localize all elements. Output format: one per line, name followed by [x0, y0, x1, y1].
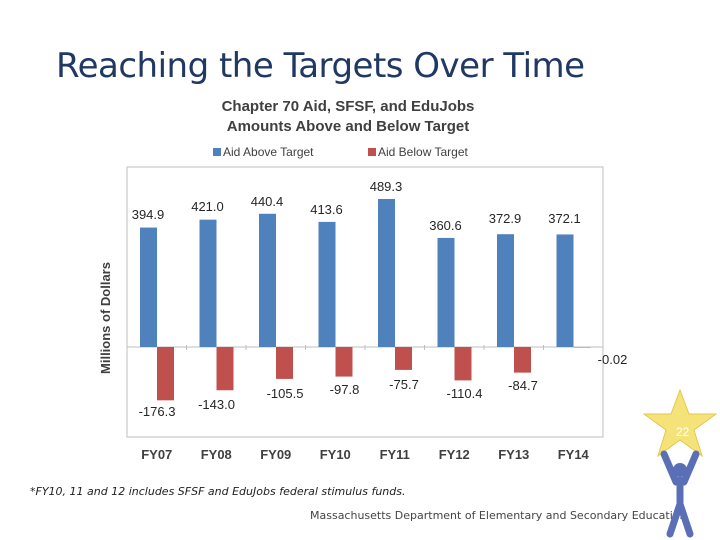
data-label-above: 421.0 — [191, 199, 224, 214]
bar-below-target — [157, 347, 174, 401]
data-label-below: -143.0 — [198, 397, 235, 412]
x-tick-label: FY12 — [439, 447, 470, 462]
bar-above-target — [259, 213, 276, 347]
star-figure-logo — [642, 388, 718, 538]
data-label-above: 394.9 — [132, 207, 165, 222]
data-label-below: -84.7 — [508, 378, 538, 393]
x-tick-label: FY11 — [380, 447, 410, 462]
legend-swatch-below — [368, 148, 376, 156]
bar-below-target — [454, 347, 472, 381]
plot-area — [126, 166, 604, 438]
bar-above-target — [497, 234, 514, 347]
chart-subtitle: Amounts Above and Below Target — [227, 118, 470, 135]
bar-above-target — [378, 199, 395, 347]
x-tick-label: FY13 — [498, 447, 529, 462]
y-axis-label: Millions of Dollars — [98, 262, 113, 374]
star-icon — [642, 388, 718, 458]
bar-below-target — [573, 347, 591, 348]
bar-above-target — [140, 227, 157, 347]
x-tick-label: FY09 — [260, 447, 291, 462]
data-label-above: 489.3 — [370, 179, 403, 194]
x-tick-label: FY10 — [320, 447, 351, 462]
bar-below-target — [335, 347, 353, 377]
bar-below-target — [216, 347, 234, 391]
data-label-above: 372.9 — [489, 211, 522, 226]
bar-below-target — [514, 347, 531, 373]
data-label-below: -105.5 — [267, 386, 304, 401]
slide-title: Reaching the Targets Over Time — [56, 46, 585, 86]
data-label-below: -75.7 — [389, 377, 419, 392]
bar-above-target — [318, 221, 336, 347]
data-label-above: 372.1 — [548, 211, 581, 226]
bar-above-target — [199, 219, 217, 347]
x-tick-label: FY08 — [201, 447, 232, 462]
data-label-above: 413.6 — [310, 202, 343, 217]
footnote: *FY10, 11 and 12 includes SFSF and EduJo… — [30, 485, 406, 498]
data-label-above: 440.4 — [251, 194, 284, 209]
x-tick-label: FY14 — [558, 447, 590, 462]
chart-title: Chapter 70 Aid, SFSF, and EduJobs — [222, 98, 475, 115]
legend-label-below: Aid Below Target — [378, 145, 468, 159]
data-label-below: -110.4 — [447, 386, 483, 401]
bar-below-target — [395, 347, 412, 370]
x-tick-label: FY07 — [141, 447, 172, 462]
bar-below-target — [276, 347, 293, 379]
slide-number: 22 — [676, 425, 690, 439]
bar-above-target — [437, 237, 455, 347]
legend-swatch-above — [213, 148, 221, 156]
data-label-above: 360.6 — [429, 218, 462, 233]
bar-above-target — [556, 234, 574, 347]
data-label-below: -97.8 — [330, 382, 360, 397]
data-label-below: -0.02 — [598, 352, 628, 367]
person-figure-icon — [660, 450, 700, 538]
data-label-below: -176.3 — [139, 404, 176, 419]
legend-label-above: Aid Above Target — [223, 145, 314, 159]
department-name: Massachusetts Department of Elementary a… — [310, 509, 687, 522]
